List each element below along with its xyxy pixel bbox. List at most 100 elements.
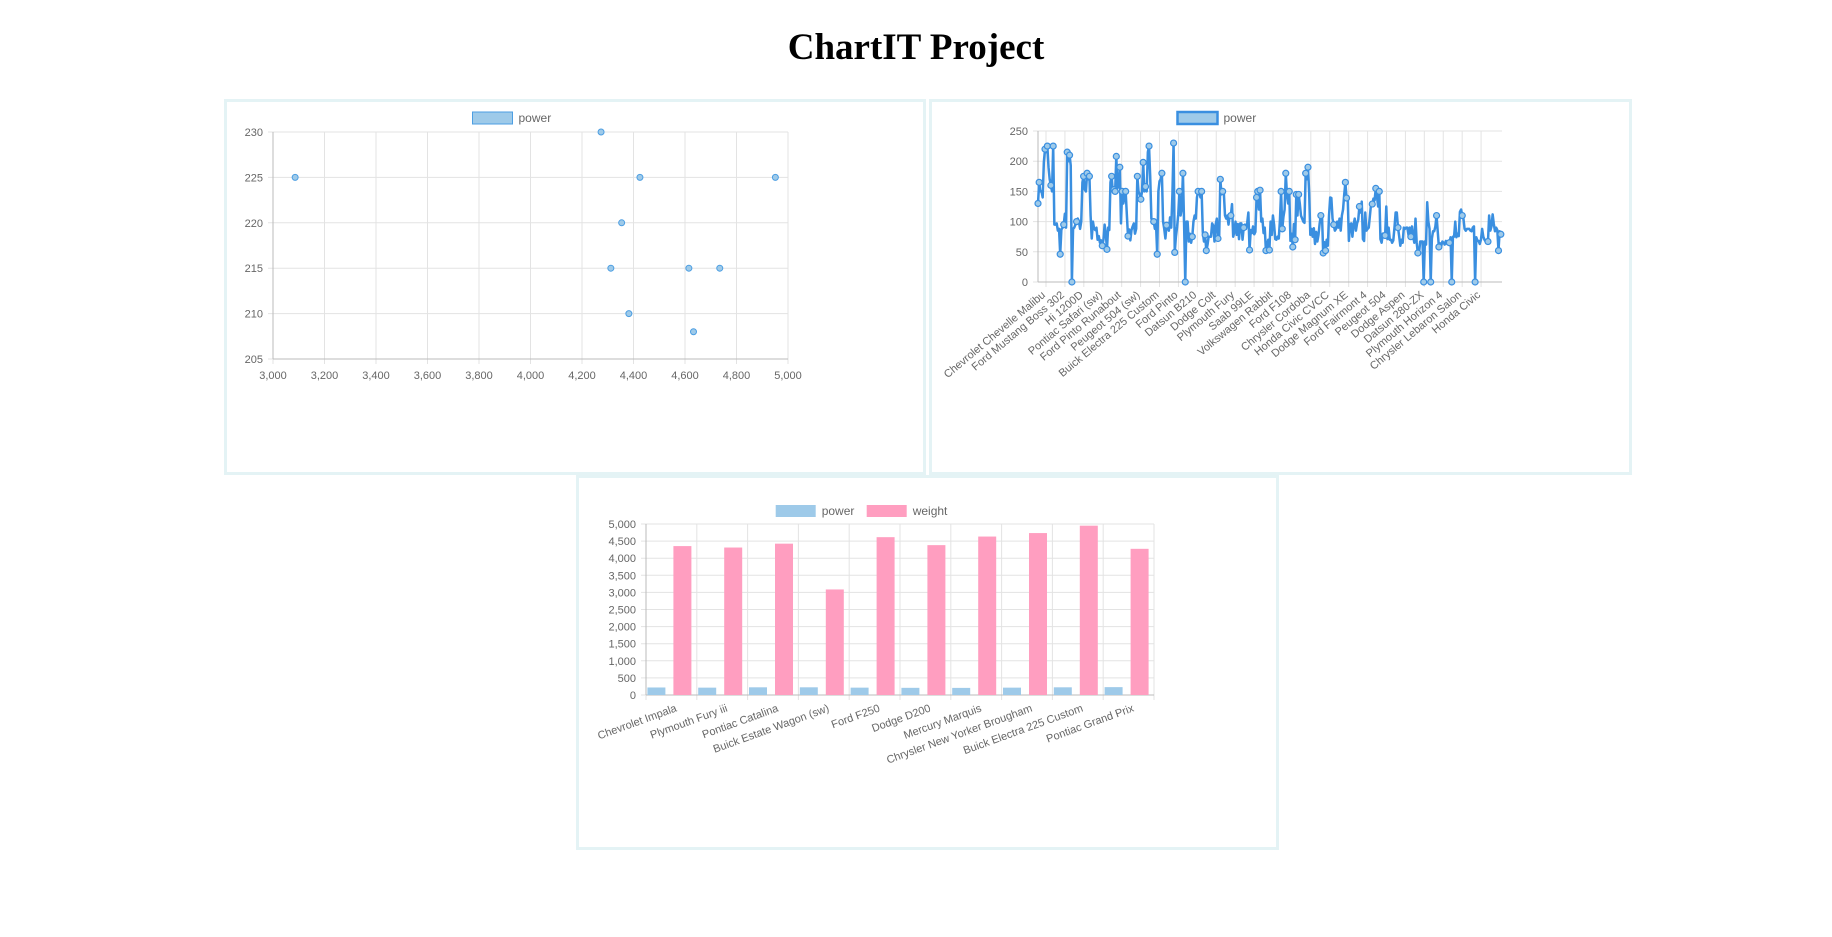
legend-label-power: power — [1224, 111, 1257, 125]
line-point — [1435, 243, 1443, 251]
line-point — [1256, 186, 1264, 194]
line-point — [1414, 249, 1422, 257]
line-point — [1108, 172, 1116, 180]
y-tick-label: 4,000 — [608, 553, 636, 565]
y-tick-label: 4,500 — [608, 536, 636, 548]
line-point — [1227, 211, 1235, 220]
line-point — [1072, 217, 1081, 226]
line-point — [1103, 245, 1111, 253]
line-point — [1381, 231, 1389, 240]
bar-weight — [1079, 525, 1098, 695]
y-tick-label: 5,000 — [608, 519, 636, 531]
line-point — [1169, 139, 1178, 147]
line-point — [1295, 190, 1303, 199]
line-point — [1494, 246, 1503, 255]
y-tick-label: 215 — [245, 263, 263, 275]
bar-weight — [775, 543, 793, 695]
line-point — [1216, 175, 1224, 183]
legend-swatch-power — [1176, 110, 1219, 126]
bar-weight — [1130, 548, 1149, 695]
line-point — [1342, 194, 1351, 202]
x-tick-label: Chevrolet Chevelle Malibu — [942, 289, 1048, 381]
x-tick-label: 5,000 — [774, 370, 802, 382]
line-point — [1285, 187, 1293, 196]
line-point — [1201, 231, 1209, 239]
line-point — [1137, 195, 1145, 203]
y-tick-label: 1,500 — [608, 639, 636, 651]
line-point — [1407, 233, 1415, 241]
scatter-point — [636, 173, 644, 181]
line-point — [1448, 278, 1456, 286]
line-point — [1043, 142, 1051, 150]
line-point — [1394, 224, 1402, 232]
bar-power — [1053, 687, 1072, 695]
y-tick-label: 2,500 — [608, 605, 636, 617]
line-point — [1098, 242, 1106, 250]
line-point — [1355, 202, 1364, 211]
line-point — [1497, 230, 1505, 238]
scatter-point — [771, 173, 779, 181]
y-tick-label: 1,000 — [608, 656, 636, 668]
y-tick-label: 3,000 — [608, 587, 636, 599]
y-tick-label: 3,500 — [608, 570, 636, 582]
line-point — [1321, 246, 1330, 255]
line-point — [1277, 187, 1285, 196]
y-tick-label: 150 — [1010, 186, 1028, 198]
line-point — [1124, 232, 1132, 240]
line-point — [1282, 169, 1290, 177]
scatter-chart-panel: power 3,000 3,200 3,400 3,600 3,800 4,000 4,200… — [224, 99, 926, 475]
bar-weight — [978, 536, 997, 695]
line-point — [1035, 178, 1043, 186]
scatter-point — [291, 173, 299, 181]
y-tick-label: 210 — [245, 309, 263, 321]
y-tick-label: 225 — [245, 172, 263, 184]
legend-swatch-power — [472, 111, 513, 125]
bar-power — [1104, 687, 1123, 695]
y-tick-label: 100 — [1010, 217, 1028, 229]
y-tick-label: 250 — [1010, 126, 1028, 138]
y-tick-label: 0 — [630, 690, 636, 702]
y-tick-label: 50 — [1016, 247, 1028, 259]
line-point — [1047, 181, 1055, 189]
line-point — [1122, 187, 1130, 196]
line-point — [1458, 211, 1466, 220]
line-chart-panel: power 0 50 100 150 200 250 Chevrolet Chevelle M… — [929, 99, 1632, 475]
legend-swatch-weight — [866, 505, 907, 517]
bar-weight — [876, 537, 895, 695]
x-tick-label: 4,000 — [517, 370, 545, 382]
line-point — [1068, 278, 1076, 286]
bar-power — [647, 687, 666, 695]
bar-power — [901, 687, 920, 695]
scatter-point — [618, 219, 626, 227]
line-point — [1484, 237, 1492, 246]
legend-label-power: power — [822, 504, 855, 518]
x-tick-label: 4,600 — [671, 370, 699, 382]
line-point — [1420, 278, 1428, 286]
y-tick-label: 205 — [245, 354, 263, 366]
line-point — [1291, 236, 1299, 244]
y-tick-label: 2,000 — [608, 622, 636, 634]
line-point — [1265, 246, 1274, 254]
line-chart: power 0 50 100 150 200 250 Chevrolet Chevelle M… — [942, 110, 1505, 381]
power-series-line — [1036, 141, 1504, 284]
line-point — [1302, 169, 1310, 177]
line-point — [1150, 217, 1158, 226]
line-point — [1252, 193, 1261, 202]
bar-power — [952, 687, 971, 695]
line-point — [1188, 233, 1196, 241]
line-point — [1171, 248, 1179, 257]
y-tick-label: 0 — [1022, 277, 1028, 289]
bar-weight — [927, 545, 946, 695]
line-point — [1341, 178, 1349, 186]
bar-power — [1003, 687, 1021, 695]
scatter-point — [607, 264, 615, 272]
line-point — [1141, 182, 1150, 191]
line-point — [1158, 169, 1166, 177]
line-point — [1056, 250, 1064, 258]
bar-chart: power weight 0 500 1,000 1,500 2,000 2,500 3,000… — [596, 504, 1155, 767]
line-point — [1116, 163, 1124, 171]
x-tick-label: Pontiac Grand Prix — [1045, 702, 1136, 745]
line-point — [1198, 187, 1206, 196]
x-tick-label: 3,200 — [311, 370, 339, 382]
y-tick-label: 500 — [618, 673, 636, 685]
